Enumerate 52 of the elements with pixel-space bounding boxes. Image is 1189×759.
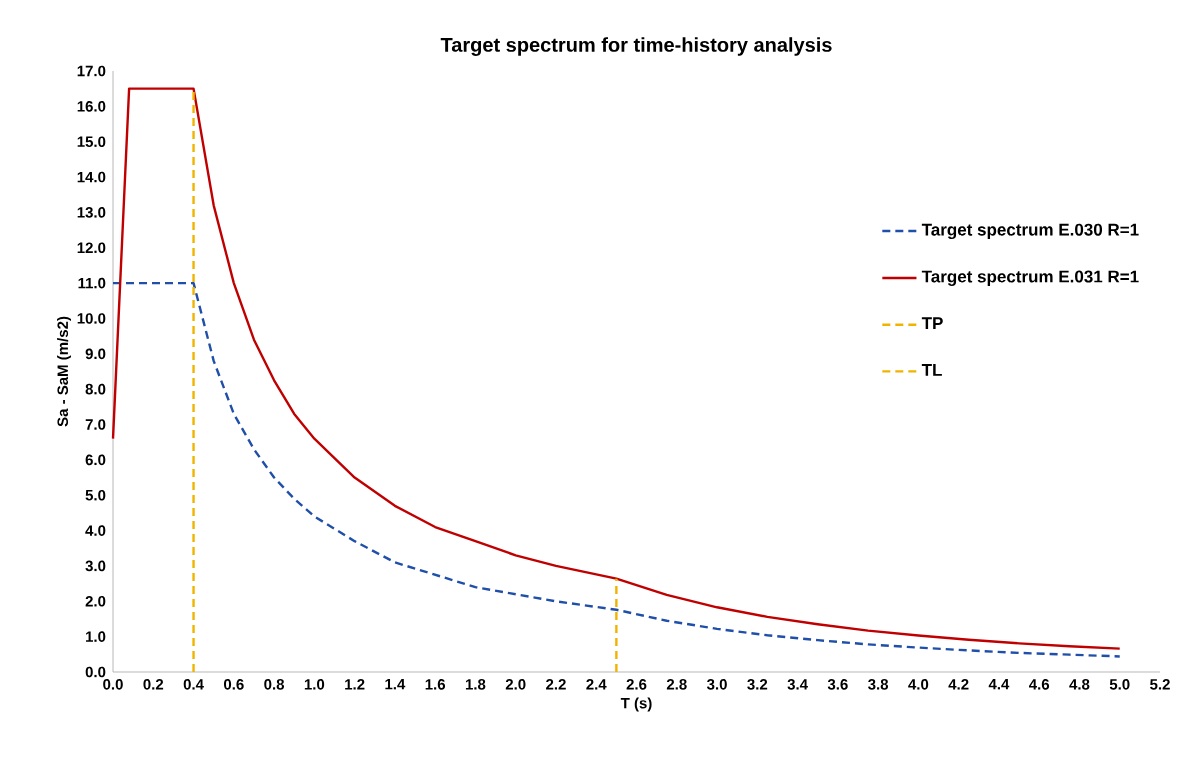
x-tick-label: 5.0 <box>1109 679 1130 690</box>
y-tick-label: 2.0 <box>85 595 106 607</box>
x-tick-label: 3.4 <box>787 679 808 690</box>
x-tick-label: 3.0 <box>706 679 727 690</box>
y-tick-label: 3.0 <box>85 560 106 572</box>
y-tick-label: 7.0 <box>85 419 106 430</box>
legend-label: Target spectrum E.030 R=1 <box>921 223 1139 240</box>
legend-label: TP <box>921 317 943 330</box>
y-tick-label: 12.0 <box>77 242 106 254</box>
y-tick-label: 9.0 <box>85 348 106 360</box>
y-tick-label: 1.0 <box>86 631 106 642</box>
x-tick-label: 2.4 <box>586 679 607 690</box>
x-tick-label: 0.6 <box>223 679 244 690</box>
y-tick-label: 17.0 <box>77 65 106 77</box>
x-tick-label: 4.2 <box>948 679 969 690</box>
y-tick-label: 8.0 <box>85 383 106 395</box>
x-tick-label: 4.0 <box>908 679 929 690</box>
y-tick-label: 15.0 <box>77 136 106 148</box>
y-tick-label: 4.0 <box>85 525 106 536</box>
x-tick-label: 2.8 <box>666 679 687 690</box>
x-tick-label: 0.4 <box>183 679 204 690</box>
y-tick-label: 14.0 <box>77 171 106 183</box>
y-tick-label: 0.0 <box>85 666 106 678</box>
x-tick-label: 3.8 <box>868 679 889 690</box>
x-tick-label: 4.4 <box>988 679 1010 690</box>
legend-label: Target spectrum E.031 R=1 <box>921 270 1139 286</box>
x-tick-label: 2.2 <box>546 679 566 690</box>
x-tick-label: 3.2 <box>747 679 768 690</box>
x-tick-label: 5.2 <box>1150 679 1170 690</box>
x-tick-label: 4.8 <box>1069 679 1090 690</box>
y-tick-label: 11.0 <box>78 277 106 289</box>
x-tick-label: 4.6 <box>1028 679 1050 690</box>
x-tick-label: 1.6 <box>425 679 446 690</box>
x-tick-label: 1.2 <box>345 679 365 690</box>
y-tick-label: 16.0 <box>77 101 106 112</box>
x-tick-label: 2.0 <box>505 679 526 690</box>
y-tick-label: 6.0 <box>85 454 106 466</box>
x-tick-label: 3.6 <box>827 679 848 690</box>
legend-label: TL <box>921 364 942 376</box>
y-tick-label: 13.0 <box>77 207 106 218</box>
y-tick-label: 5.0 <box>85 489 106 501</box>
y-tick-label: 10.0 <box>77 313 106 324</box>
x-tick-label: 1.8 <box>465 679 486 690</box>
x-tick-label: 0.0 <box>103 679 123 690</box>
x-tick-label: 0.2 <box>143 679 164 690</box>
x-tick-label: 0.8 <box>264 679 285 690</box>
x-tick-label: 1.4 <box>385 679 406 690</box>
x-tick-label: 2.6 <box>626 679 647 690</box>
x-tick-label: 1.0 <box>304 679 325 690</box>
chart-title: Target spectrum for time-history analysis <box>440 37 832 56</box>
x-axis-title: T (s) <box>620 697 652 712</box>
y-axis-title: Sa - SaM (m/s2) <box>57 316 72 427</box>
